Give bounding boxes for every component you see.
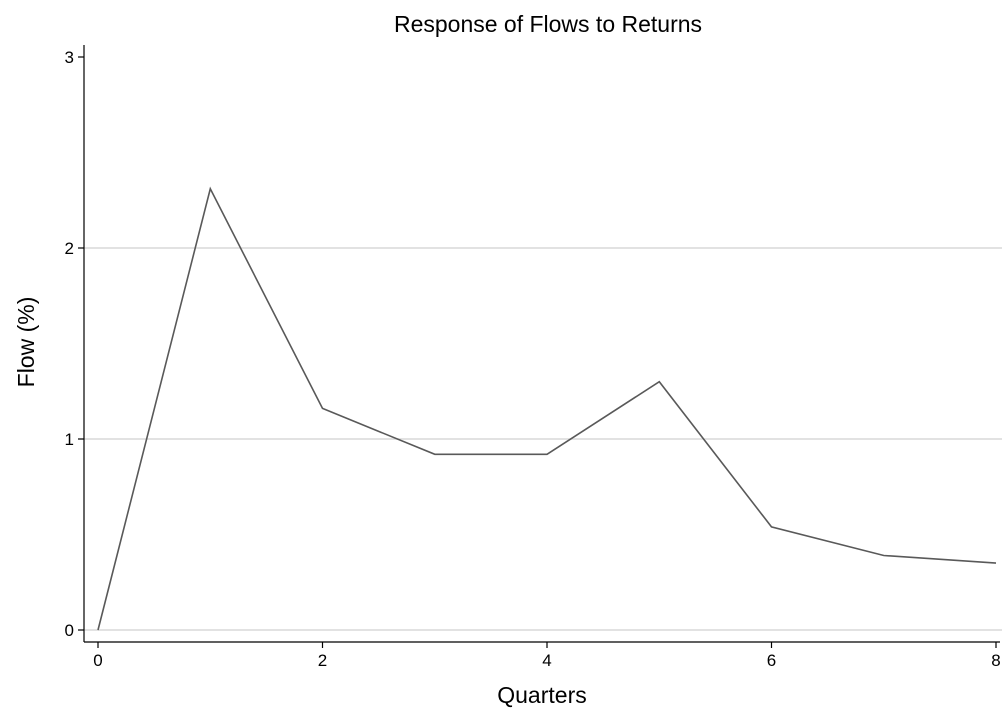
y-tick-label-2: 2: [65, 239, 74, 258]
x-tick-label-6: 6: [767, 651, 776, 670]
series: [97, 186, 997, 631]
chart-title: Response of Flows to Returns: [394, 11, 702, 37]
x-tick-label-8: 8: [991, 651, 1000, 670]
x-axis-label: Quarters: [497, 682, 586, 708]
ticks: 0 1 2 3 0 2 4 6 8: [65, 48, 1001, 670]
y-axis-label: Flow (%): [13, 297, 39, 388]
y-tick-label-3: 3: [65, 48, 74, 67]
x-tick-label-4: 4: [542, 651, 551, 670]
x-tick-label-2: 2: [318, 651, 327, 670]
y-tick-label-1: 1: [65, 430, 74, 449]
gridlines: [84, 247, 1002, 631]
y-tick-label-0: 0: [65, 621, 74, 640]
series-line-0: [97, 186, 997, 631]
x-tick-label-0: 0: [93, 651, 102, 670]
